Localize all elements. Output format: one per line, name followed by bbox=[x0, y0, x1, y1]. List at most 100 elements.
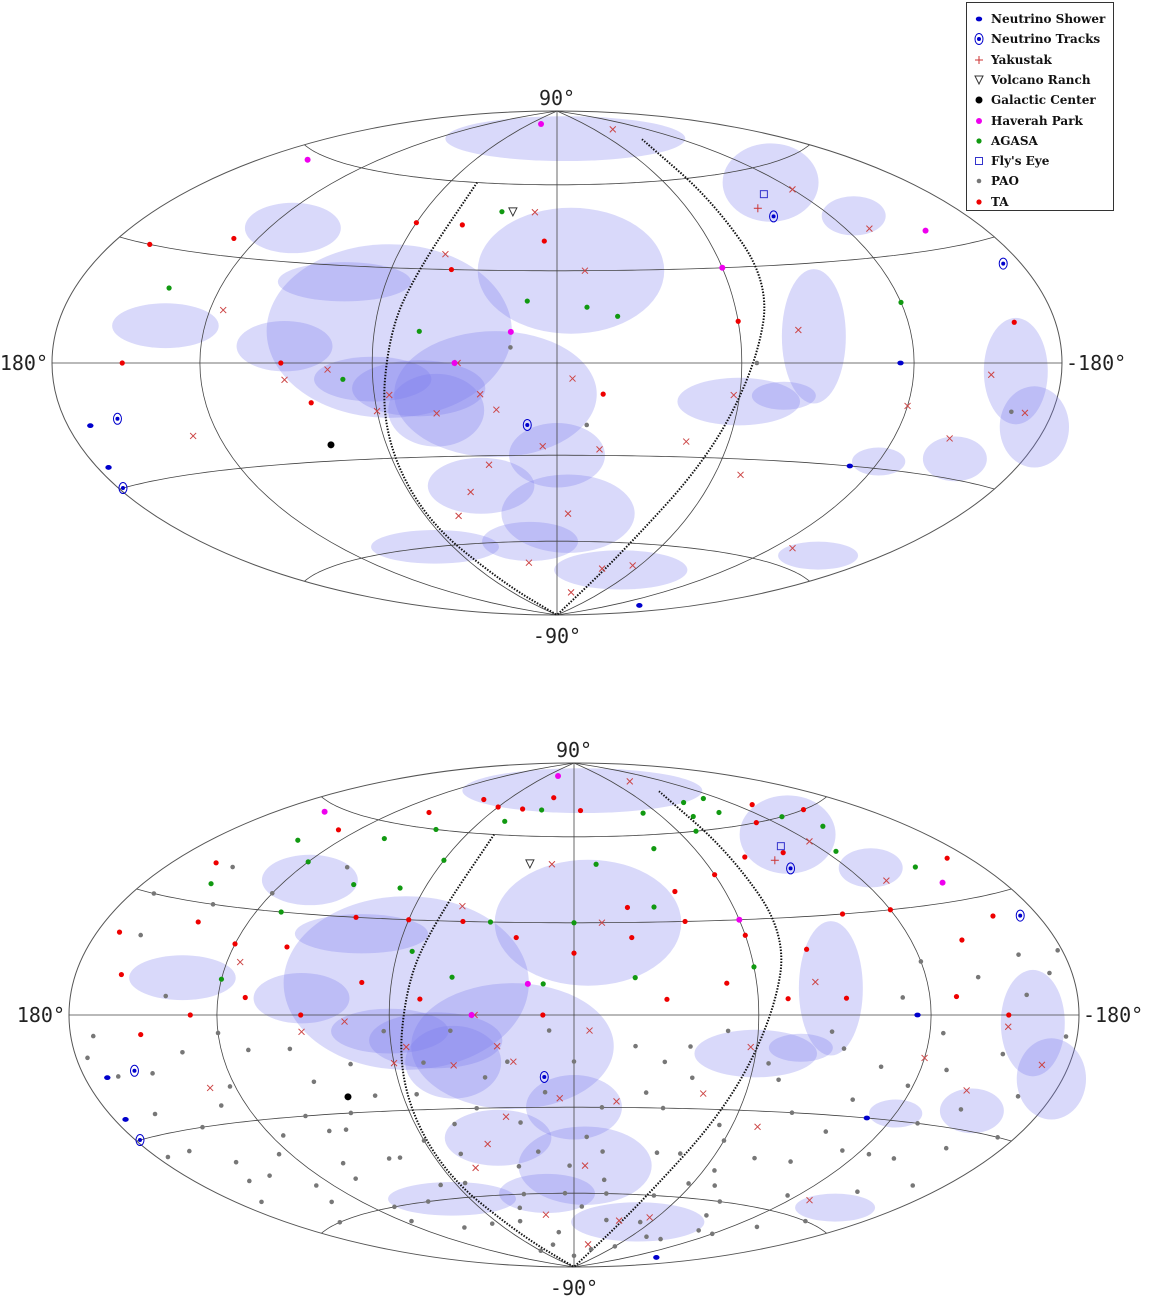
neutrino-shower-point bbox=[653, 1255, 660, 1260]
region-center-cross bbox=[189, 432, 197, 440]
pao-point bbox=[138, 932, 143, 938]
pao-point bbox=[766, 1061, 771, 1066]
legend-label: Volcano Ranch bbox=[991, 72, 1091, 87]
neutrino-track-point bbox=[539, 1070, 549, 1083]
pao-point bbox=[269, 890, 275, 896]
volcano-ranch-point bbox=[974, 75, 984, 86]
legend-entry-gc: Galactic Center bbox=[971, 90, 1096, 110]
haverah-park-point bbox=[976, 117, 982, 124]
pao-point bbox=[348, 1061, 353, 1067]
region-center-cross bbox=[373, 407, 381, 415]
axis-label-bottom: -90° bbox=[550, 1276, 598, 1300]
cross-b bbox=[747, 1043, 755, 1051]
ta-point bbox=[448, 266, 455, 273]
haverah-park-point bbox=[939, 879, 946, 886]
uncertainty-region bbox=[722, 143, 819, 222]
agasa-point bbox=[381, 835, 387, 842]
ta-point bbox=[976, 199, 982, 205]
uncertainty-region bbox=[129, 955, 236, 1001]
uncertainty-region bbox=[283, 896, 529, 1070]
axis-label-top: 90° bbox=[539, 86, 575, 110]
ta-point bbox=[406, 917, 412, 923]
ta-point bbox=[118, 971, 125, 978]
neutrino-shower-point bbox=[122, 1117, 129, 1122]
haverah-park-point bbox=[468, 1012, 475, 1018]
pao-point bbox=[571, 1059, 577, 1064]
pao-point bbox=[218, 1103, 224, 1108]
pao-point bbox=[438, 1182, 443, 1188]
pao-point bbox=[943, 1145, 949, 1151]
pao-point bbox=[584, 1134, 590, 1140]
neutrino-track-point bbox=[786, 862, 796, 875]
track-center bbox=[977, 37, 981, 42]
legend-symbol-tracks bbox=[974, 33, 984, 46]
axis-label-left: 180° bbox=[0, 351, 48, 375]
cross-b bbox=[789, 544, 796, 552]
cross-b bbox=[609, 125, 617, 133]
pao-point bbox=[414, 1091, 419, 1097]
legend-label: TA bbox=[991, 194, 1009, 209]
ta-points bbox=[119, 220, 1017, 406]
ta-point bbox=[335, 827, 342, 833]
pao-point bbox=[344, 864, 350, 870]
agasa-point bbox=[700, 795, 706, 802]
region-center-cross bbox=[613, 1098, 620, 1105]
pao-point bbox=[712, 1183, 718, 1188]
neutrino-shower-point bbox=[87, 423, 94, 429]
galactic-center-point bbox=[327, 441, 335, 449]
region-center-cross bbox=[467, 488, 475, 496]
legend-symbol-gc bbox=[975, 96, 983, 104]
meridian-line bbox=[216, 762, 575, 1268]
haverah-park-point bbox=[451, 360, 458, 366]
pao-point bbox=[1024, 992, 1029, 998]
pao-point bbox=[823, 1129, 829, 1134]
cross-b bbox=[754, 1123, 761, 1131]
uncertainty-region bbox=[266, 244, 512, 418]
pao-point bbox=[276, 1151, 282, 1157]
uncertainty-region bbox=[294, 914, 429, 954]
ta-point bbox=[213, 860, 219, 866]
pao-point bbox=[247, 1178, 252, 1184]
cross-b bbox=[699, 1090, 707, 1097]
pao-point bbox=[644, 1234, 649, 1240]
pao-point bbox=[508, 345, 513, 350]
cross-b bbox=[598, 919, 606, 927]
track-error-ellipse bbox=[769, 210, 779, 223]
flys-eye-point bbox=[759, 190, 768, 199]
pao-point bbox=[458, 1151, 464, 1157]
pao-point bbox=[505, 1059, 510, 1065]
ta-point bbox=[278, 360, 284, 366]
pao-point bbox=[604, 1191, 609, 1196]
ta-point bbox=[119, 360, 125, 366]
axis-label-top: 90° bbox=[556, 738, 592, 762]
agasa-point bbox=[571, 920, 577, 926]
region-center-cross bbox=[298, 1028, 305, 1036]
pao-point bbox=[712, 1168, 717, 1173]
region-center-cross bbox=[548, 860, 556, 868]
neutrino-shower-point bbox=[105, 465, 112, 470]
pao-point bbox=[910, 1183, 916, 1188]
cross-b bbox=[455, 512, 462, 520]
ta-point bbox=[803, 946, 810, 952]
neutrino-shower-point bbox=[975, 16, 983, 22]
pao-point bbox=[900, 995, 906, 1000]
cross-b bbox=[581, 1162, 589, 1169]
region-center-cross bbox=[402, 1043, 410, 1051]
agasa-point bbox=[593, 861, 599, 867]
cross-b bbox=[433, 409, 441, 417]
neutrino-track-point bbox=[974, 33, 984, 46]
cross-b bbox=[883, 877, 890, 884]
region-center-cross bbox=[510, 1058, 517, 1066]
cross-b bbox=[1038, 1061, 1046, 1069]
ta-point bbox=[749, 802, 755, 808]
cross-b bbox=[525, 559, 533, 567]
region-center-cross bbox=[484, 1140, 492, 1148]
ta-point bbox=[624, 904, 631, 911]
flyseye-points bbox=[776, 842, 785, 851]
ta-point bbox=[284, 944, 290, 950]
pao-point bbox=[562, 1190, 568, 1196]
cross-b bbox=[467, 488, 475, 496]
uncertainty-region bbox=[781, 269, 846, 404]
pao-point bbox=[246, 1047, 251, 1053]
region-center-cross bbox=[737, 471, 744, 479]
